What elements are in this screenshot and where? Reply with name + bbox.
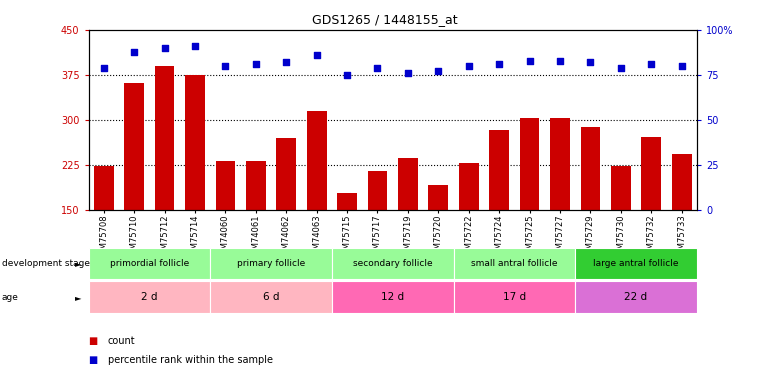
Point: [310, 52, 323, 58]
Bar: [575, 281, 697, 313]
Bar: [246, 161, 266, 300]
Bar: [454, 248, 575, 279]
Text: ►: ►: [75, 259, 81, 268]
Bar: [641, 137, 661, 300]
Point: [524, 58, 536, 64]
Bar: [155, 66, 175, 300]
Text: count: count: [108, 336, 136, 346]
Point: [584, 59, 597, 65]
Bar: [216, 161, 236, 300]
Text: 2 d: 2 d: [141, 292, 158, 302]
Text: GDS1265 / 1448155_at: GDS1265 / 1448155_at: [312, 13, 458, 26]
Bar: [398, 158, 418, 300]
Bar: [89, 281, 210, 313]
Bar: [489, 130, 509, 300]
Bar: [575, 248, 697, 279]
Bar: [94, 166, 114, 300]
Bar: [454, 281, 575, 313]
Bar: [124, 83, 144, 300]
Bar: [306, 111, 326, 300]
Point: [463, 63, 475, 69]
Text: 6 d: 6 d: [263, 292, 280, 302]
Point: [341, 72, 353, 78]
Text: primordial follicle: primordial follicle: [110, 259, 189, 268]
Point: [280, 59, 293, 65]
Bar: [332, 281, 454, 313]
Text: 17 d: 17 d: [503, 292, 526, 302]
Point: [402, 70, 414, 76]
Point: [675, 63, 688, 69]
Bar: [367, 171, 387, 300]
Text: percentile rank within the sample: percentile rank within the sample: [108, 355, 273, 365]
Point: [554, 58, 566, 64]
Bar: [520, 118, 540, 300]
Bar: [185, 75, 205, 300]
Point: [614, 65, 627, 71]
Point: [371, 65, 383, 71]
Bar: [581, 127, 601, 300]
Bar: [210, 248, 332, 279]
Text: age: age: [2, 292, 18, 302]
Text: large antral follicle: large antral follicle: [593, 259, 679, 268]
Bar: [550, 118, 570, 300]
Text: primary follicle: primary follicle: [237, 259, 305, 268]
Text: ■: ■: [89, 336, 98, 346]
Bar: [337, 193, 357, 300]
Bar: [276, 138, 296, 300]
Bar: [611, 166, 631, 300]
Text: secondary follicle: secondary follicle: [353, 259, 433, 268]
Text: ■: ■: [89, 355, 98, 365]
Point: [98, 65, 110, 71]
Point: [189, 43, 201, 49]
Point: [128, 49, 140, 55]
Text: 22 d: 22 d: [624, 292, 648, 302]
Point: [493, 61, 505, 67]
Point: [249, 61, 262, 67]
Point: [219, 63, 232, 69]
Text: development stage: development stage: [2, 259, 89, 268]
Bar: [89, 248, 210, 279]
Point: [432, 68, 444, 74]
Bar: [671, 154, 691, 300]
Point: [645, 61, 658, 67]
Bar: [428, 185, 448, 300]
Bar: [332, 248, 454, 279]
Bar: [459, 163, 479, 300]
Text: 12 d: 12 d: [381, 292, 404, 302]
Text: ►: ►: [75, 292, 81, 302]
Text: small antral follicle: small antral follicle: [471, 259, 557, 268]
Bar: [210, 281, 332, 313]
Point: [159, 45, 171, 51]
